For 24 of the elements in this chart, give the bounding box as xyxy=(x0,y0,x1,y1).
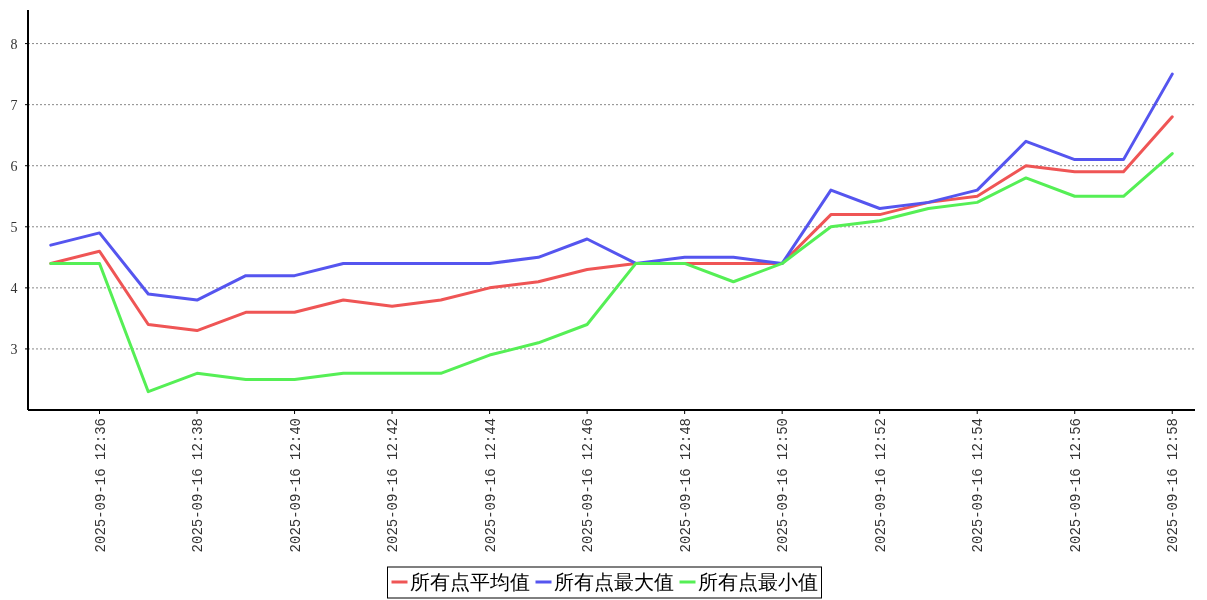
x-tick-label: 2025-09-16 12:44 xyxy=(482,418,499,553)
x-tick-label: 2025-09-16 12:48 xyxy=(677,418,694,553)
y-tick-label: 3 xyxy=(10,341,18,357)
legend-label: 所有点最小值 xyxy=(697,571,818,593)
line-series xyxy=(49,72,1174,302)
x-tick-label: 2025-09-16 12:52 xyxy=(872,418,889,553)
x-tick-label: 2025-09-16 12:46 xyxy=(580,418,597,553)
line-series xyxy=(49,115,1174,333)
x-tick-label: 2025-09-16 12:54 xyxy=(970,418,987,553)
x-tick-label: 2025-09-16 12:40 xyxy=(287,418,304,553)
y-tick-label: 6 xyxy=(10,158,18,174)
y-tick-label: 4 xyxy=(10,280,18,296)
x-tick-label: 2025-09-16 12:38 xyxy=(190,418,207,553)
x-tick-label: 2025-09-16 12:56 xyxy=(1067,418,1084,553)
legend-label: 所有点平均值 xyxy=(409,571,530,593)
x-tick-label: 2025-09-16 12:42 xyxy=(385,418,402,553)
legend-label: 所有点最大值 xyxy=(553,571,674,593)
y-tick-label: 8 xyxy=(10,36,18,52)
x-tick-label: 2025-09-16 12:50 xyxy=(775,418,792,553)
line-series xyxy=(49,152,1174,394)
y-tick-label: 7 xyxy=(10,97,18,113)
y-tick-label: 5 xyxy=(10,219,18,235)
x-tick-label: 2025-09-16 12:36 xyxy=(92,418,109,553)
x-tick-label: 2025-09-16 12:58 xyxy=(1165,418,1182,553)
